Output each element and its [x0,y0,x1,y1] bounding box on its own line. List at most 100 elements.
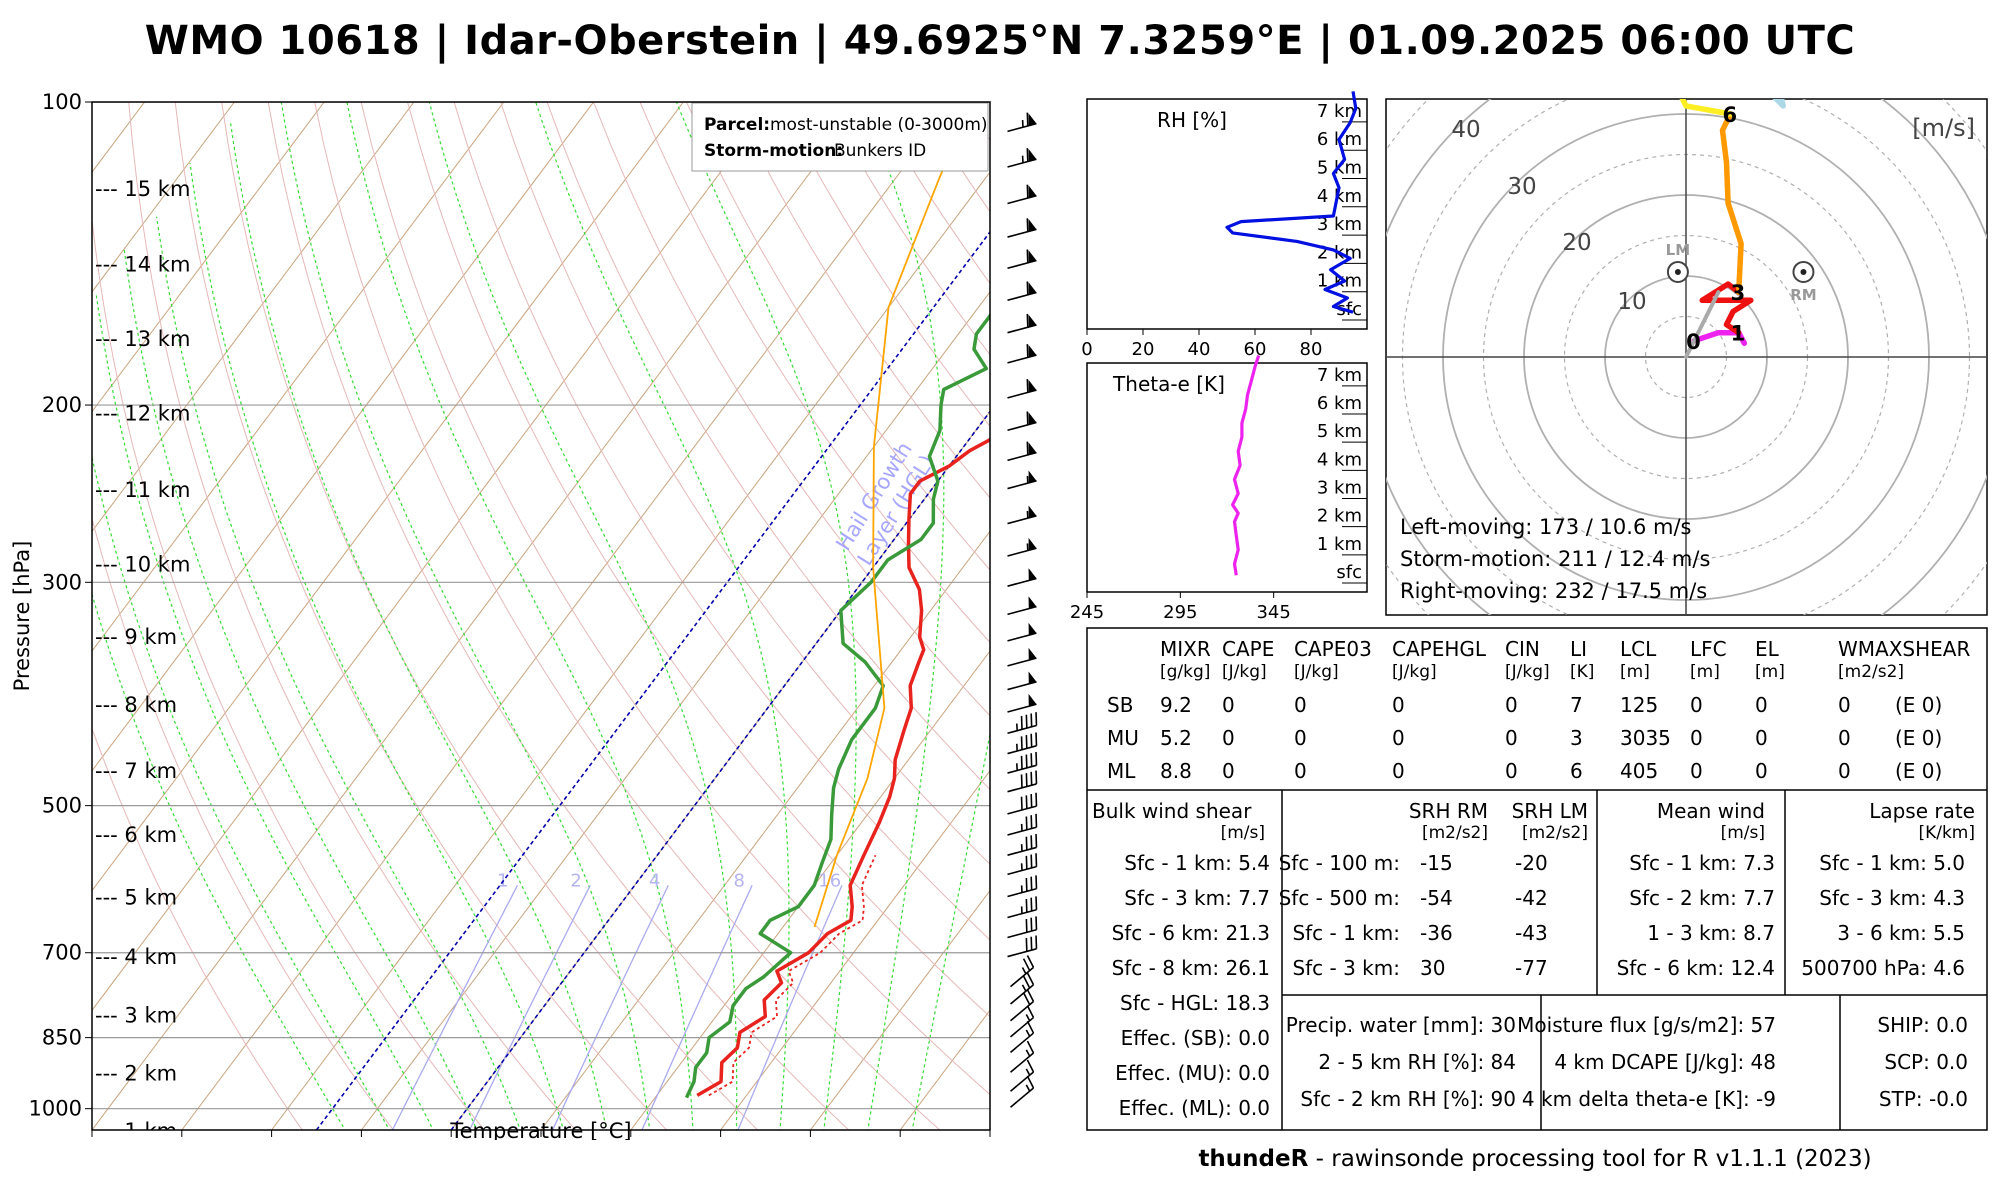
dry-adiabat-line [639,102,990,644]
hodograph-trace-6-9 km [1679,99,1734,117]
wind-barb [1007,896,1038,919]
wind-barb-full [1025,816,1028,830]
wind-barb-full [1026,1005,1035,1018]
profile-x-tick-label: 345 [1256,602,1290,623]
height-label: --- 6 km [95,823,177,847]
wind-barb-full [1026,1020,1035,1034]
srh-lm-value: -43 [1515,921,1548,945]
wind-barb-full [1035,751,1038,766]
table-cell: 405 [1620,759,1658,783]
wind-barb-full [1026,313,1029,328]
table-cell: MU [1107,726,1139,750]
wind-barb [1009,989,1035,1022]
wind-barb [1009,1020,1035,1053]
height-tick-label: 1 km [1317,271,1362,292]
wind-barb-full [1020,774,1023,788]
hodograph-unit: [m/s] [1912,114,1975,142]
table-cell: 0 [1222,726,1235,750]
wind-barb-full [1035,896,1038,910]
isotherm-line [360,291,990,1130]
mean-wind-row: Sfc - 1 km: 7.3 [1629,851,1775,875]
table-cell: 5.2 [1160,726,1192,750]
wind-barb-half [1020,823,1023,832]
height-tick-label: 7 km [1317,365,1362,386]
y-tick-label: 100 [42,90,82,114]
wind-barb-full [1026,112,1029,126]
profile-frame [1086,362,1368,593]
wind-barb [1007,568,1037,587]
y-tick-label: 700 [42,941,82,965]
wind-barb-full [1025,855,1028,870]
dry-adiabat-line [92,516,394,1130]
height-tick-label: sfc [1336,562,1362,583]
wind-barb [1007,834,1038,856]
table-header: CAPEHGL [1392,637,1487,661]
profile-x-tick-label: 0 [1081,339,1092,360]
height-label: --- 8 km [95,693,177,717]
profile-x-tick-label: 80 [1300,339,1323,360]
table-cell: 8.8 [1160,759,1192,783]
wind-barb-flag [1028,379,1037,393]
wind-barb [1007,875,1038,898]
wind-barb-half [1020,863,1023,871]
wind-barb [1009,1005,1035,1038]
wind-barb-full [1035,732,1038,746]
wind-barb-flag [1028,671,1037,684]
wind-barb [1009,1075,1035,1108]
wind-barb-full [1025,754,1028,768]
table-unit: [m2/s2] [1838,662,1904,682]
mixing-ratio-line [641,885,753,1130]
profile-x-tick-label: 40 [1188,339,1211,360]
hodograph-ring-label: 30 [1507,174,1536,200]
wind-barb [1007,770,1038,793]
height-tick-label: 3 km [1317,478,1362,499]
table-cell: (E 0) [1895,693,1942,717]
composite-index-row: STP: -0.0 [1879,1087,1968,1111]
mean-wind-row: Sfc - 2 km: 7.7 [1629,886,1775,910]
wind-barb-full [1030,753,1033,767]
y-tick-label: 1000 [29,1097,82,1121]
bulk-shear-title: Bulk wind shear [1092,799,1252,823]
wind-barb-full [1035,834,1038,848]
table-header: LI [1570,637,1587,661]
hodograph-height-label: 12 [1759,46,1788,70]
bulk-shear-row: Sfc - HGL: 18.3 [1120,991,1270,1015]
table-unit: [m] [1755,662,1785,682]
table-cell: 0 [1838,693,1851,717]
wind-barb-full [1026,379,1029,393]
mixing-ratio-label: 4 [649,871,660,892]
bulk-shear-row: Effec. (MU): 0.0 [1115,1061,1270,1085]
theta-e-profile-panel: sfc 1 km 2 km 3 km 4 km 5 km 6 km 7 km Theta-e [… [1070,355,1368,623]
wind-barb-flag [1028,537,1037,551]
table-unit: [g/kg] [1160,662,1210,682]
wind-barb-flag [1028,185,1037,198]
storm-motion-text: Storm-motion: 211 / 12.4 m/s [1400,547,1710,571]
height-label: --- 1 km [95,1119,177,1140]
wind-barb-staff [1007,515,1037,525]
wind-barb-half [1026,510,1029,519]
bulk-shear-row: Sfc - 8 km: 26.1 [1112,956,1270,980]
wind-barb-flag [1028,693,1037,707]
wind-barb [1007,647,1037,667]
height-tick-label: 3 km [1317,214,1362,235]
wind-barb [1009,1059,1035,1092]
wind-barb-flag [1028,250,1037,263]
wind-barb-full [1035,875,1038,889]
wind-barb-full [1035,813,1038,828]
x-axis-title: Temperature [°C] [449,1119,631,1140]
height-label: --- 9 km [95,625,177,649]
srh-row-label: Sfc - 100 m: [1279,851,1400,875]
wind-barb [1007,148,1037,168]
wind-barb-full [1030,733,1033,748]
wind-barb-staff [1007,389,1037,399]
table-cell: 0 [1505,726,1518,750]
dry-adiabat-line [407,102,990,1018]
height-label: --- 11 km [95,478,190,502]
height-label: --- 12 km [95,402,190,426]
dry-adiabat-line [686,102,990,571]
wind-barb-full [1025,877,1028,892]
composite-index-row: SHIP: 0.0 [1877,1013,1968,1037]
hodograph-ring-label: 20 [1562,230,1591,256]
hodograph-height-label: 9 [1747,63,1762,87]
wind-barb [1009,1040,1035,1073]
